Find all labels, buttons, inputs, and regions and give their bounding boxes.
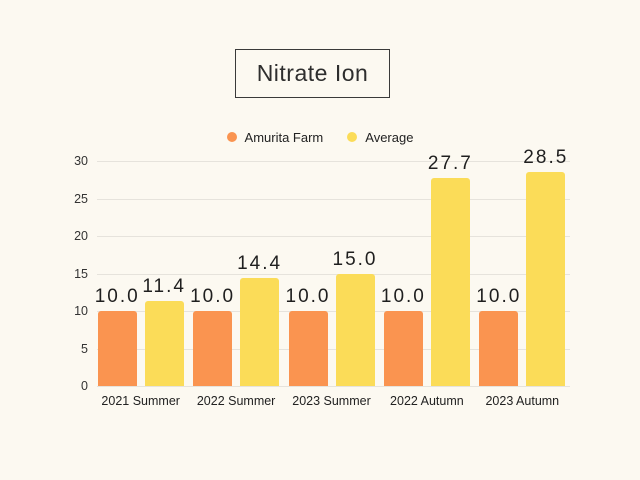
y-axis-tick-label: 5 xyxy=(81,341,88,356)
x-axis-tick-label: 2022 Autumn xyxy=(390,394,464,408)
legend-label: Average xyxy=(365,129,414,145)
y-axis-tick-label: 15 xyxy=(74,266,88,281)
bar-value-label: 14.4 xyxy=(237,253,283,274)
gridline xyxy=(97,236,570,237)
x-axis-tick-label: 2022 Summer xyxy=(196,394,276,408)
x-axis-tick-label: 2023 Summer xyxy=(292,394,371,408)
bar-amurita-farm xyxy=(479,311,519,386)
bar-value-label: 10.0 xyxy=(476,286,522,307)
y-axis-tick-label: 0 xyxy=(81,379,88,393)
bar-value-label: 10.0 xyxy=(380,286,426,307)
gridline xyxy=(97,161,570,162)
bar-value-label: 10.0 xyxy=(285,286,331,307)
bar-amurita-farm xyxy=(288,311,328,386)
gridline xyxy=(97,198,570,200)
legend-item-average: Average xyxy=(347,130,413,145)
y-axis-tick-label: 25 xyxy=(74,191,88,206)
legend-swatch-icon xyxy=(347,132,358,142)
bar-value-label: 28.5 xyxy=(523,147,569,169)
y-axis-tick-label: 10 xyxy=(74,304,88,318)
gridline xyxy=(97,348,570,350)
bar-average xyxy=(240,278,280,386)
y-axis-tick-label: 30 xyxy=(74,154,88,168)
bar-amurita-farm xyxy=(97,311,137,386)
gridline xyxy=(97,311,570,312)
legend-swatch-icon xyxy=(226,132,237,142)
bar-average xyxy=(144,300,184,386)
bar-value-label: 15.0 xyxy=(332,248,378,270)
chart-title: Nitrate Ion xyxy=(256,60,369,86)
gridline xyxy=(97,386,570,387)
x-axis-tick-label: 2023 Autumn xyxy=(485,394,560,408)
bar-value-label: 11.4 xyxy=(142,275,186,297)
chart-title-box: Nitrate Ion xyxy=(235,49,390,98)
bar-value-label: 10.0 xyxy=(94,286,140,307)
bar-amurita-farm xyxy=(193,311,233,386)
y-axis-tick-label: 20 xyxy=(74,229,88,243)
legend-item-amurita-farm: Amurita Farm xyxy=(226,129,324,145)
x-axis-tick-label: 2021 Summer xyxy=(101,394,180,408)
bar-average xyxy=(335,273,375,386)
legend: Amurita Farm Average xyxy=(0,129,640,145)
bar-average xyxy=(526,172,566,386)
legend-label: Amurita Farm xyxy=(244,129,324,145)
bar-amurita-farm xyxy=(383,311,423,386)
gridline xyxy=(97,273,570,275)
bar-value-label: 10.0 xyxy=(190,286,236,307)
bar-average xyxy=(430,178,470,386)
bar-value-label: 27.7 xyxy=(427,153,473,175)
